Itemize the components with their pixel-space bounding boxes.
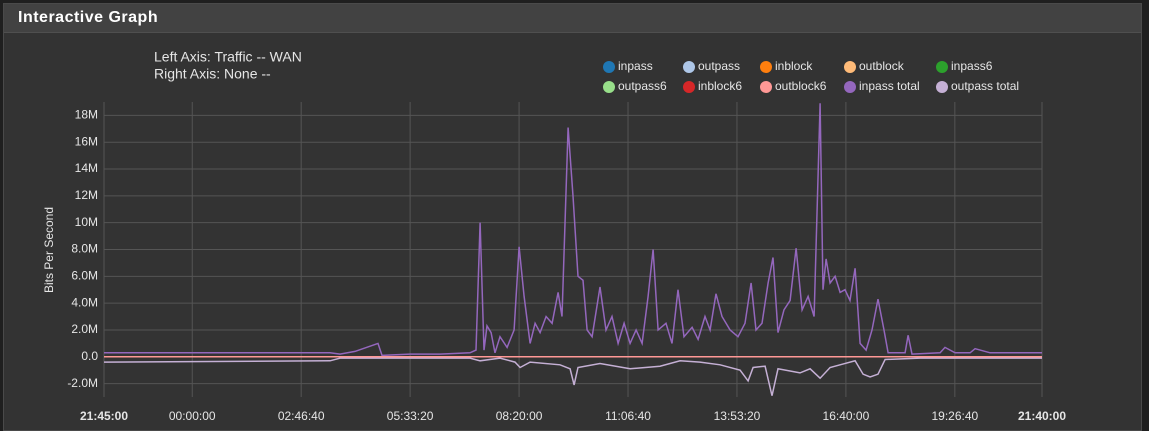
x-tick-label: 21:45:00 (80, 409, 128, 423)
legend-swatch[interactable] (760, 81, 772, 93)
right-axis-label: Right Axis: None -- (154, 66, 271, 82)
legend-swatch[interactable] (683, 81, 695, 93)
panel-title: Interactive Graph (4, 4, 1141, 33)
x-tick-label: 21:40:00 (1018, 409, 1066, 423)
x-tick-label: 00:00:00 (169, 409, 216, 423)
legend-swatch[interactable] (683, 61, 695, 73)
legend-label[interactable]: outpass total (951, 79, 1019, 93)
legend-label[interactable]: outpass6 (618, 79, 667, 93)
legend-label[interactable]: inblock6 (698, 79, 742, 93)
y-tick-label: 2.0M (71, 322, 98, 336)
series-line (104, 103, 1042, 357)
legend-swatch[interactable] (760, 61, 772, 73)
y-tick-label: 18M (75, 108, 98, 122)
legend-label[interactable]: inpass total (859, 79, 920, 93)
legend-swatch[interactable] (603, 81, 615, 93)
y-tick-label: 10M (75, 215, 98, 229)
y-tick-label: -2.0M (67, 376, 98, 390)
left-axis-label: Left Axis: Traffic -- WAN (154, 49, 302, 65)
x-tick-label: 16:40:00 (823, 409, 870, 423)
x-tick-label: 05:33:20 (387, 409, 434, 423)
x-tick-label: 02:46:40 (278, 409, 325, 423)
legend-label[interactable]: inblock (775, 59, 813, 73)
x-tick-label: 19:26:40 (931, 409, 978, 423)
legend-label[interactable]: outblock6 (775, 79, 827, 93)
x-tick-label: 08:20:00 (496, 409, 543, 423)
panel: Interactive Graph (3, 3, 1142, 431)
legend-swatch[interactable] (844, 61, 856, 73)
y-axis-label: Bits Per Second (42, 207, 56, 293)
legend-label[interactable]: outpass (698, 59, 740, 73)
y-tick-label: 14M (75, 161, 98, 175)
y-tick-label: 16M (75, 134, 98, 148)
series-line (103, 357, 1042, 396)
legend-swatch[interactable] (936, 81, 948, 93)
y-tick-label: 6.0M (71, 268, 98, 282)
x-tick-label: 11:06:40 (605, 409, 651, 423)
y-tick-label: 4.0M (71, 295, 98, 309)
y-tick-label: 0.0 (81, 349, 98, 363)
y-tick-label: 12M (75, 188, 98, 202)
legend-swatch[interactable] (936, 61, 948, 73)
y-tick-label: 8.0M (71, 242, 98, 256)
legend-label[interactable]: inpass6 (951, 59, 993, 73)
legend-swatch[interactable] (844, 81, 856, 93)
x-tick-label: 13:53:20 (714, 409, 761, 423)
legend-label[interactable]: outblock (859, 59, 905, 73)
legend-label[interactable]: inpass (618, 59, 653, 73)
legend-swatch[interactable] (603, 61, 615, 73)
